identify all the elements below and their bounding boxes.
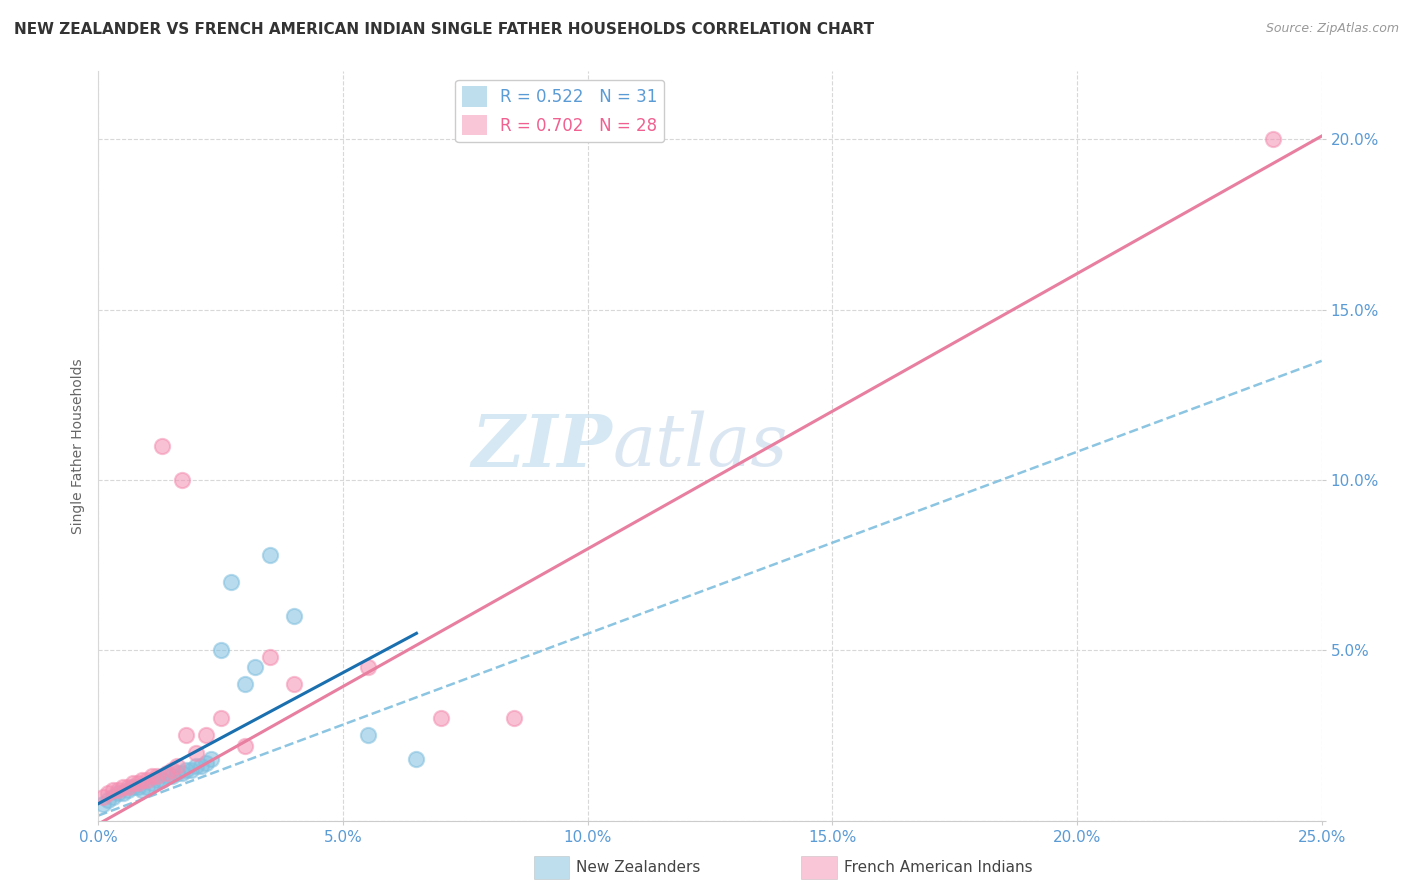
Point	[200, 752, 222, 766]
Point	[503, 711, 526, 725]
Point	[136, 772, 159, 787]
Point	[146, 772, 169, 787]
Point	[156, 769, 179, 783]
Text: ZIP: ZIP	[471, 410, 612, 482]
Point	[156, 766, 179, 780]
Point	[170, 766, 193, 780]
Point	[186, 746, 208, 760]
Point	[131, 783, 153, 797]
Point	[160, 769, 183, 783]
Point	[190, 759, 212, 773]
Point	[97, 793, 120, 807]
Point	[117, 783, 139, 797]
Point	[283, 609, 305, 624]
Point	[356, 729, 378, 743]
Text: New Zealanders: New Zealanders	[576, 860, 700, 874]
Point	[195, 756, 218, 770]
Point	[150, 439, 173, 453]
Point	[101, 789, 124, 804]
Legend: R = 0.522   N = 31, R = 0.702   N = 28: R = 0.522 N = 31, R = 0.702 N = 28	[456, 79, 665, 142]
Point	[430, 711, 453, 725]
Point	[259, 548, 281, 562]
Point	[405, 752, 427, 766]
Point	[107, 786, 129, 800]
Point	[117, 780, 139, 794]
Point	[180, 763, 202, 777]
Point	[259, 650, 281, 665]
Point	[176, 729, 198, 743]
Point	[150, 772, 173, 787]
Point	[121, 780, 143, 794]
Text: NEW ZEALANDER VS FRENCH AMERICAN INDIAN SINGLE FATHER HOUSEHOLDS CORRELATION CHA: NEW ZEALANDER VS FRENCH AMERICAN INDIAN …	[14, 22, 875, 37]
Point	[243, 660, 266, 674]
Y-axis label: Single Father Households: Single Father Households	[70, 359, 84, 533]
Text: atlas: atlas	[612, 410, 787, 482]
Point	[186, 759, 208, 773]
Point	[111, 780, 134, 794]
Point	[141, 776, 163, 790]
Text: French American Indians: French American Indians	[844, 860, 1032, 874]
Point	[91, 789, 114, 804]
Point	[233, 739, 256, 753]
Point	[91, 797, 114, 811]
Point	[195, 729, 218, 743]
Point	[170, 473, 193, 487]
Point	[141, 769, 163, 783]
Point	[127, 780, 149, 794]
Point	[131, 772, 153, 787]
Point	[209, 643, 232, 657]
Point	[356, 660, 378, 674]
Point	[160, 763, 183, 777]
Point	[166, 766, 188, 780]
Point	[101, 783, 124, 797]
Point	[127, 776, 149, 790]
Point	[176, 763, 198, 777]
Point	[111, 786, 134, 800]
Point	[146, 769, 169, 783]
Point	[219, 575, 242, 590]
Point	[107, 783, 129, 797]
Point	[136, 780, 159, 794]
Point	[166, 759, 188, 773]
Point	[97, 786, 120, 800]
Point	[209, 711, 232, 725]
Point	[1261, 132, 1284, 146]
Point	[283, 677, 305, 691]
Text: Source: ZipAtlas.com: Source: ZipAtlas.com	[1265, 22, 1399, 36]
Point	[121, 776, 143, 790]
Point	[233, 677, 256, 691]
